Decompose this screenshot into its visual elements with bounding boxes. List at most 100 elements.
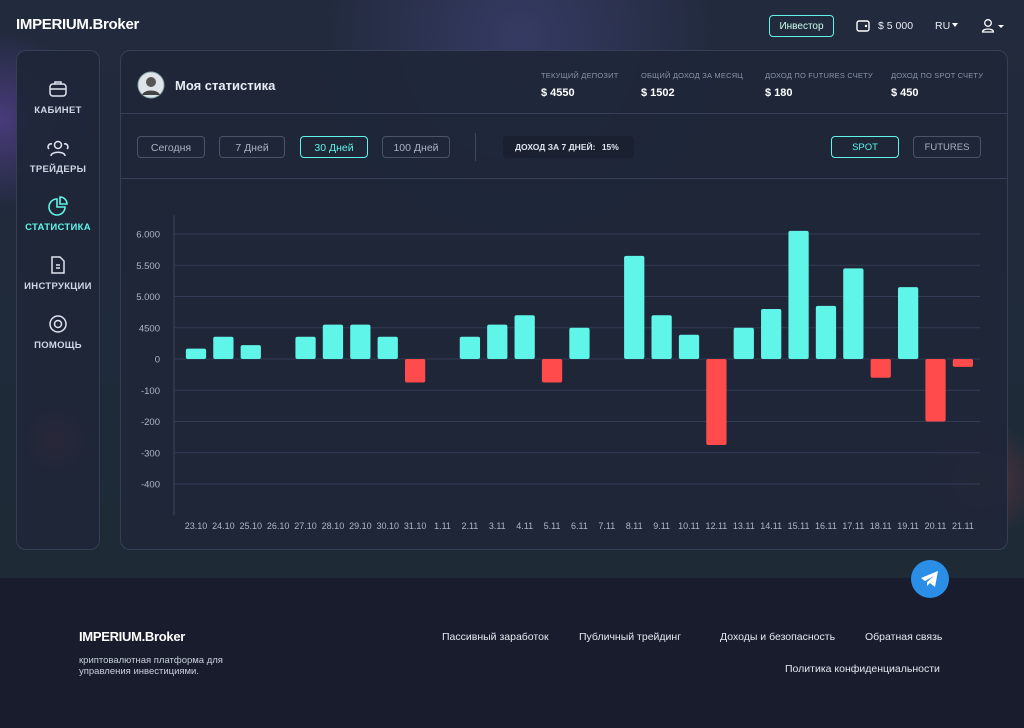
bar bbox=[487, 324, 508, 359]
footer-link[interactable]: Обратная связь bbox=[865, 631, 943, 643]
x-tick-label: 26.10 bbox=[267, 521, 290, 531]
nav-item[interactable]: КАБИНЕТ bbox=[17, 79, 99, 116]
x-tick-label: 1.11 bbox=[434, 521, 451, 531]
stat-label: ОБЩИЙ ДОХОД ЗА МЕСЯЦ bbox=[641, 71, 744, 80]
x-tick-label: 7.11 bbox=[598, 521, 615, 531]
bar bbox=[733, 327, 754, 359]
x-tick-label: 31.10 bbox=[404, 521, 427, 531]
bar bbox=[322, 324, 344, 359]
x-tick-label: 27.10 bbox=[294, 521, 317, 531]
y-tick-label: 5.500 bbox=[136, 261, 160, 272]
footer-link[interactable]: Политика конфиденциальности bbox=[785, 663, 940, 675]
nav-label: ИНСТРУКЦИИ bbox=[24, 281, 92, 292]
footer-logo[interactable]: IMPERIUM.Broker bbox=[79, 629, 186, 644]
nav-item[interactable]: ТРЕЙДЕРЫ bbox=[17, 138, 99, 175]
bar bbox=[404, 359, 426, 383]
nav-label: ПОМОЩЬ bbox=[34, 340, 82, 351]
divider bbox=[475, 133, 476, 161]
x-tick-label: 16.11 bbox=[815, 521, 837, 531]
bar bbox=[514, 315, 535, 359]
x-tick-label: 25.10 bbox=[240, 521, 263, 531]
bar bbox=[897, 287, 919, 359]
avatar bbox=[137, 71, 165, 99]
bar bbox=[925, 359, 946, 422]
x-tick-label: 23.10 bbox=[185, 521, 208, 531]
footer-link[interactable]: Доходы и безопасность bbox=[720, 631, 836, 643]
x-tick-label: 2.11 bbox=[461, 521, 478, 531]
nav-item[interactable]: ПОМОЩЬ bbox=[17, 314, 99, 351]
sidebar: КАБИНЕТ ТРЕЙДЕРЫ СТАТИСТИКА ИНСТРУКЦИИ П… bbox=[16, 50, 100, 550]
bar bbox=[651, 315, 672, 359]
footer-description: криптовалютная платформа для управления … bbox=[79, 655, 223, 677]
y-tick-label: -300 bbox=[141, 448, 160, 459]
x-tick-label: 8.11 bbox=[626, 521, 643, 531]
user-menu[interactable] bbox=[981, 18, 1007, 34]
x-tick-label: 30.10 bbox=[376, 521, 399, 531]
x-tick-label: 12.11 bbox=[705, 521, 727, 531]
stat-value: $ 4550 bbox=[541, 87, 575, 99]
bar bbox=[761, 309, 782, 359]
bar bbox=[569, 327, 590, 359]
nav-item[interactable]: ИНСТРУКЦИИ bbox=[17, 255, 99, 292]
x-tick-label: 10.11 bbox=[678, 521, 700, 531]
icon bbox=[47, 140, 69, 157]
x-tick-label: 17.11 bbox=[842, 521, 864, 531]
icon bbox=[51, 256, 65, 274]
income-value: 15% bbox=[601, 142, 619, 152]
x-tick-label: 18.11 bbox=[870, 521, 892, 531]
footer-link[interactable]: Публичный трейдинг bbox=[579, 631, 682, 643]
x-tick-label: 24.10 bbox=[212, 521, 235, 531]
x-tick-label: 28.10 bbox=[322, 521, 345, 531]
y-tick-label: 4500 bbox=[139, 323, 160, 334]
nav-label: ТРЕЙДЕРЫ bbox=[29, 164, 87, 175]
market-button[interactable]: SPOT bbox=[831, 136, 899, 158]
stat-label: ТЕКУЩИЙ ДЕПОЗИТ bbox=[541, 71, 619, 80]
language-select[interactable]: RU bbox=[935, 20, 951, 32]
bar bbox=[815, 305, 837, 359]
bar bbox=[240, 345, 261, 359]
bar bbox=[541, 359, 563, 383]
market-button[interactable]: FUTURES bbox=[913, 136, 981, 158]
bar bbox=[870, 359, 891, 378]
role-button[interactable]: Инвестор bbox=[769, 15, 834, 37]
footer bbox=[0, 578, 1024, 728]
stat-value: $ 450 bbox=[891, 87, 919, 99]
x-tick-label: 9.11 bbox=[653, 521, 670, 531]
bar bbox=[295, 336, 316, 359]
bar-chart: 6.000 5.500 5.000 4500 0 -100 -200 -300 -400 23.1… bbox=[136, 215, 980, 531]
x-tick-label: 29.10 bbox=[349, 521, 372, 531]
bar bbox=[788, 230, 809, 359]
x-tick-label: 5.11 bbox=[544, 521, 561, 531]
balance: $ 5 000 bbox=[878, 20, 914, 32]
stat-label: ДОХОД ПО FUTURES СЧЕТУ bbox=[765, 71, 873, 80]
period-button[interactable]: 30 Дней bbox=[300, 136, 368, 158]
stat-value: $ 1502 bbox=[641, 87, 675, 99]
wallet-icon bbox=[856, 20, 870, 32]
y-tick-label: 5.000 bbox=[136, 292, 160, 303]
nav-label: КАБИНЕТ bbox=[34, 105, 82, 116]
bar bbox=[952, 359, 974, 367]
x-tick-label: 21.11 bbox=[952, 521, 974, 531]
period-button[interactable]: 7 Дней bbox=[219, 136, 285, 158]
bar bbox=[459, 336, 481, 359]
x-tick-label: 13.11 bbox=[733, 521, 755, 531]
caret bbox=[952, 23, 958, 27]
bar bbox=[843, 268, 864, 359]
logo[interactable]: IMPERIUM.Broker bbox=[16, 16, 140, 33]
income-label: ДОХОД ЗА 7 ДНЕЙ: bbox=[515, 142, 596, 152]
nav-item[interactable]: СТАТИСТИКА bbox=[17, 196, 99, 233]
x-tick-label: 20.11 bbox=[925, 521, 947, 531]
y-tick-label: -100 bbox=[141, 386, 160, 397]
period-button[interactable]: Сегодня bbox=[137, 136, 205, 158]
divider bbox=[121, 113, 1007, 114]
stat-label: ДОХОД ПО SPOT СЧЕТУ bbox=[891, 71, 984, 80]
period-button[interactable]: 100 Дней bbox=[382, 136, 450, 158]
footer-link[interactable]: Пассивный заработок bbox=[442, 631, 549, 643]
y-tick-label: 6.000 bbox=[136, 230, 160, 241]
telegram-button[interactable] bbox=[911, 560, 949, 598]
x-tick-label: 6.11 bbox=[571, 521, 588, 531]
bar bbox=[350, 324, 371, 359]
y-tick-label: -400 bbox=[141, 480, 160, 491]
bar bbox=[624, 255, 645, 359]
